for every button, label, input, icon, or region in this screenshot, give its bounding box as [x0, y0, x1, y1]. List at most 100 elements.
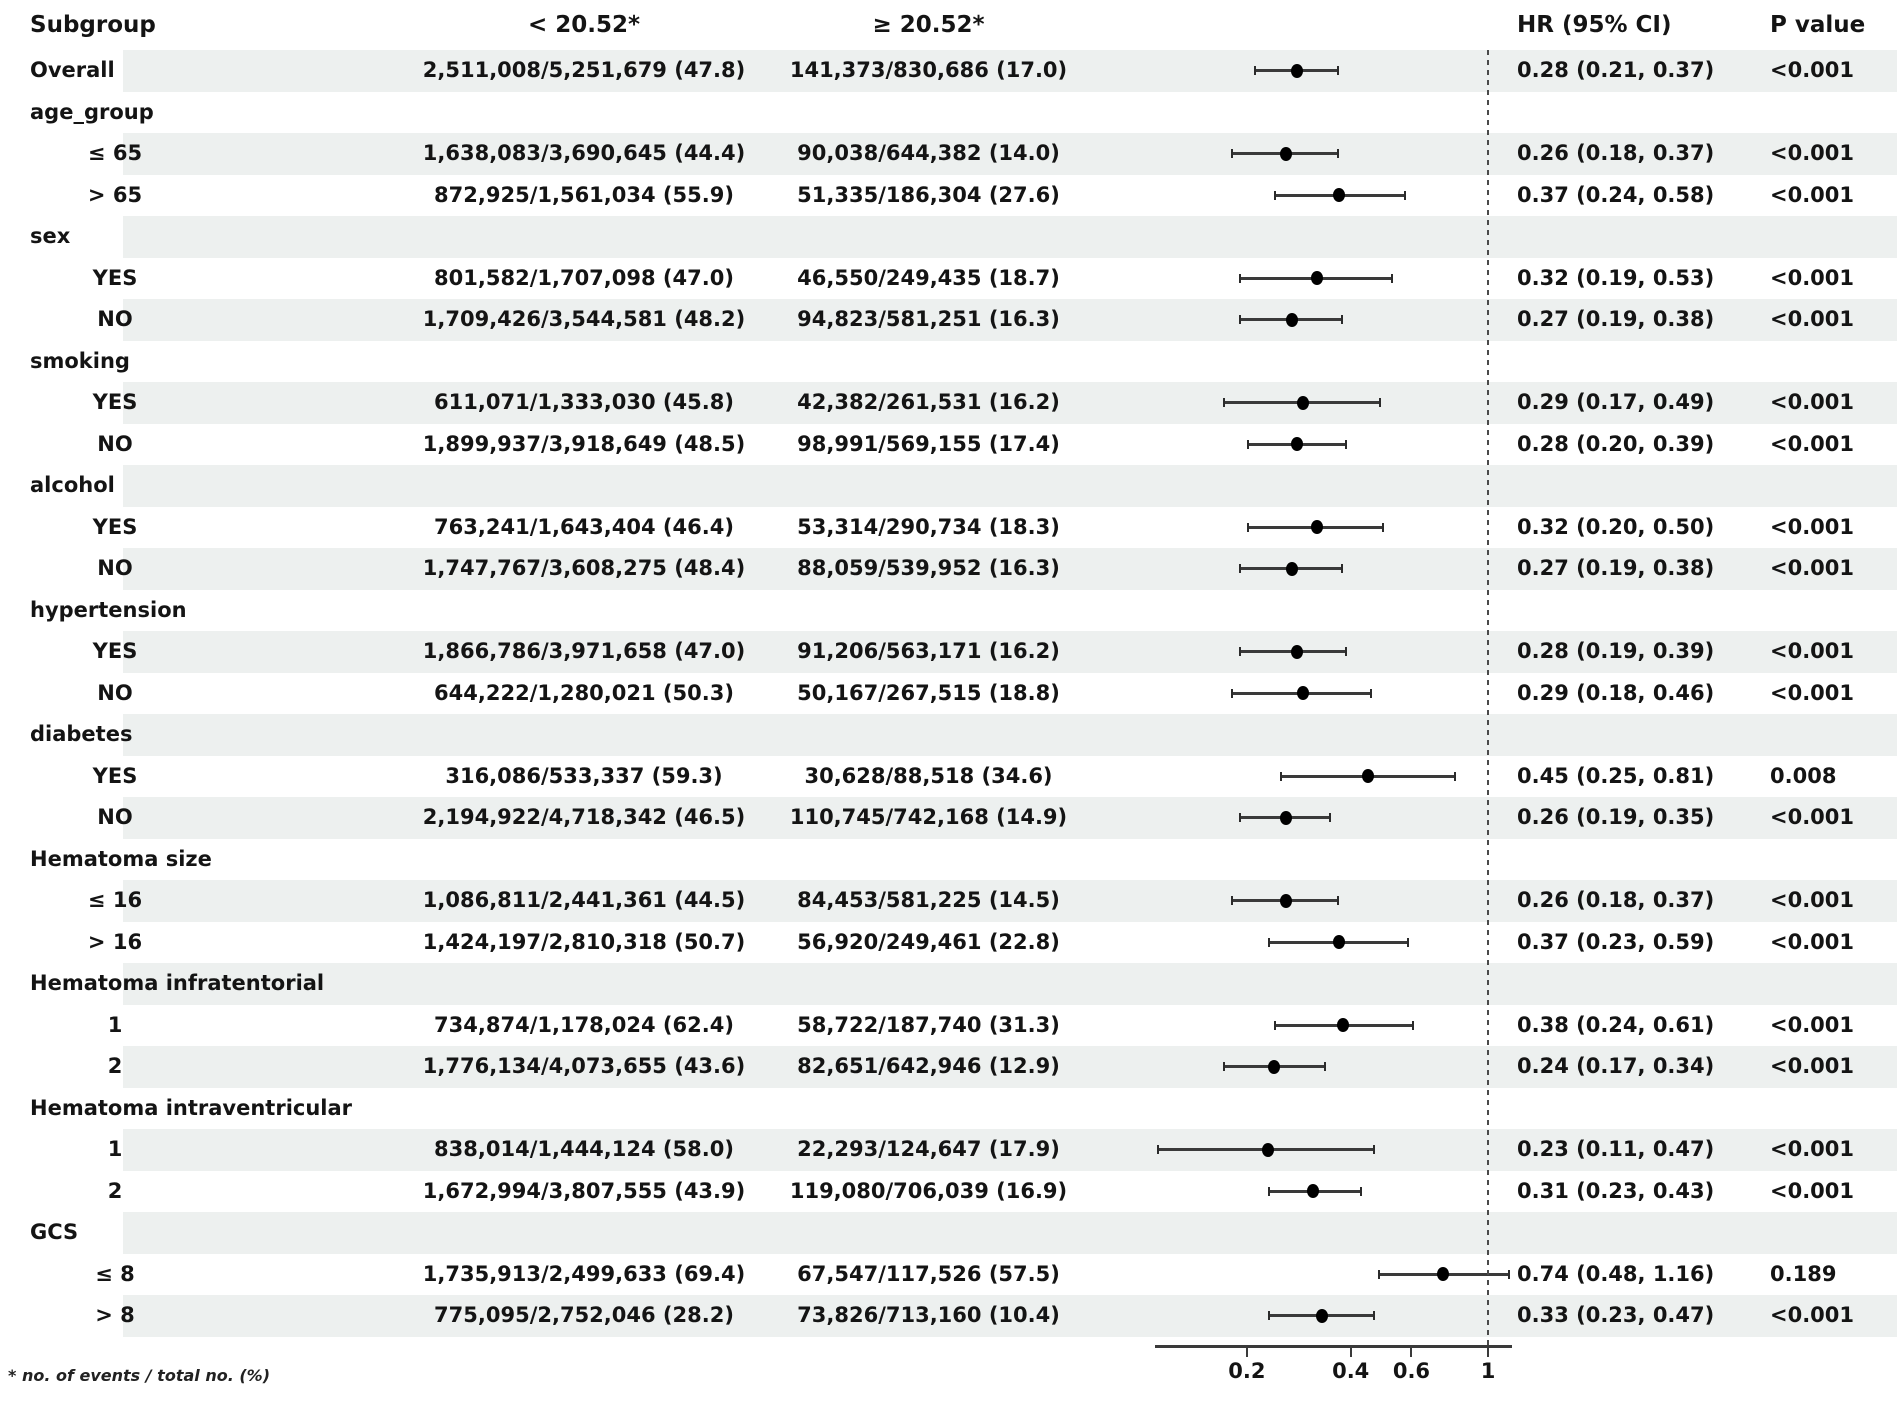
ci-cap-high: [1344, 647, 1347, 657]
row-label: Overall: [30, 58, 115, 82]
row-label: age_group: [30, 99, 154, 124]
row-label: YES: [92, 390, 138, 414]
col1-value: 1,899,937/3,918,649 (48.5): [422, 431, 746, 456]
col2-value: 50,167/267,515 (18.8): [797, 680, 1060, 705]
row-band: [123, 631, 1897, 673]
row-band: [123, 548, 1897, 590]
point-marker: [1311, 271, 1324, 286]
point-marker: [1315, 1308, 1328, 1323]
col2-value: 51,335/186,304 (27.6): [797, 182, 1060, 207]
ci-cap-high: [1341, 315, 1344, 325]
p-value: <0.001: [1770, 1178, 1855, 1203]
col1-value: 644,222/1,280,021 (50.3): [434, 680, 734, 705]
row-band: [123, 133, 1897, 175]
ci-cap-low: [1246, 522, 1249, 532]
p-value: <0.001: [1770, 514, 1855, 539]
point-marker: [1261, 1142, 1274, 1157]
point-marker: [1291, 63, 1304, 78]
p-value: 0.008: [1770, 763, 1837, 788]
axis-tick-label: 0.2: [1228, 1359, 1266, 1383]
point-marker: [1285, 312, 1298, 327]
col1-value: 872,925/1,561,034 (55.9): [434, 182, 734, 207]
column-header-subgroup: Subgroup: [30, 12, 156, 38]
row-label: NO: [97, 307, 133, 331]
col1-value: 1,424,197/2,810,318 (50.7): [422, 929, 746, 954]
p-value: <0.001: [1770, 182, 1855, 207]
ci-cap-high: [1341, 564, 1344, 574]
row-label: ≤ 65: [87, 141, 143, 165]
row-label: ≤ 16: [87, 888, 143, 912]
p-value: <0.001: [1770, 390, 1855, 414]
ci-cap-low: [1378, 1269, 1381, 1279]
col2-value: 110,745/742,168 (14.9): [789, 805, 1068, 829]
col2-value: 30,628/88,518 (34.6): [804, 763, 1053, 788]
row-band: [123, 1129, 1897, 1171]
row-band: [123, 382, 1897, 424]
row-label: Hematoma size: [30, 846, 212, 871]
ci-cap-high: [1372, 1145, 1375, 1155]
hr-value: 0.24 (0.17, 0.34): [1517, 1054, 1715, 1078]
point-marker: [1333, 188, 1346, 203]
ci-cap-low: [1239, 315, 1242, 325]
ci-cap-low: [1231, 896, 1234, 906]
p-value: 0.189: [1770, 1261, 1837, 1286]
col1-value: 2,511,008/5,251,679 (47.8): [422, 58, 746, 82]
row-label: YES: [92, 514, 138, 539]
row-label: YES: [92, 639, 138, 663]
axis-tick: [1410, 1348, 1413, 1357]
ci-cap-low: [1157, 1145, 1160, 1155]
point-marker: [1280, 810, 1293, 825]
ci-cap-low: [1274, 190, 1277, 200]
col1-value: 734,874/1,178,024 (62.4): [434, 1012, 734, 1037]
column-header-lt-cutoff: < 20.52*: [527, 12, 641, 38]
ci-cap-high: [1382, 522, 1385, 532]
ci-cap-low: [1274, 1020, 1277, 1030]
row-band: [123, 465, 1897, 507]
row-band: [123, 797, 1897, 839]
hr-value: 0.37 (0.23, 0.59): [1517, 929, 1715, 954]
row-band: [123, 963, 1897, 1005]
ci-cap-low: [1231, 149, 1234, 159]
col1-value: 1,866,786/3,971,658 (47.0): [422, 639, 746, 663]
point-marker: [1333, 935, 1346, 950]
point-marker: [1285, 561, 1298, 576]
row-band: [123, 880, 1897, 922]
hr-value: 0.26 (0.18, 0.37): [1517, 141, 1715, 165]
ci-cap-low: [1254, 66, 1257, 76]
point-marker: [1362, 769, 1375, 784]
hr-value: 0.31 (0.23, 0.43): [1517, 1178, 1715, 1203]
hr-value: 0.28 (0.21, 0.37): [1517, 58, 1715, 82]
ci-cap-low: [1222, 398, 1225, 408]
row-label: alcohol: [30, 473, 115, 497]
hr-value: 0.33 (0.23, 0.47): [1517, 1303, 1715, 1327]
row-band: [123, 50, 1897, 92]
p-value: <0.001: [1770, 265, 1855, 290]
row-band: [123, 1212, 1897, 1254]
col2-value: 119,080/706,039 (16.9): [789, 1178, 1068, 1203]
point-marker: [1291, 437, 1304, 452]
p-value: <0.001: [1770, 58, 1855, 82]
row-label: NO: [97, 431, 133, 456]
col1-value: 838,014/1,444,124 (58.0): [434, 1137, 734, 1161]
ci-cap-high: [1508, 1269, 1511, 1279]
col1-value: 1,638,083/3,690,645 (44.4): [422, 141, 746, 165]
point-marker: [1280, 893, 1293, 908]
row-band: [123, 1295, 1897, 1337]
ci-cap-high: [1337, 66, 1340, 76]
column-header-p-value: P value: [1770, 12, 1866, 38]
p-value: <0.001: [1770, 556, 1855, 580]
col1-value: 1,747,767/3,608,275 (48.4): [422, 556, 746, 580]
row-label: Hematoma intraventricular: [30, 1095, 353, 1120]
ci-cap-high: [1406, 937, 1409, 947]
ci-cap-high: [1337, 149, 1340, 159]
col2-value: 94,823/581,251 (16.3): [797, 307, 1060, 331]
col1-value: 1,086,811/2,441,361 (44.5): [422, 888, 746, 912]
axis-tick: [1245, 1348, 1248, 1357]
row-label: 2: [107, 1054, 123, 1078]
row-label: sex: [30, 224, 71, 248]
p-value: <0.001: [1770, 307, 1855, 331]
row-label: > 16: [87, 929, 143, 954]
row-label: > 8: [95, 1303, 135, 1327]
row-label: diabetes: [30, 722, 133, 746]
p-value: <0.001: [1770, 805, 1855, 829]
